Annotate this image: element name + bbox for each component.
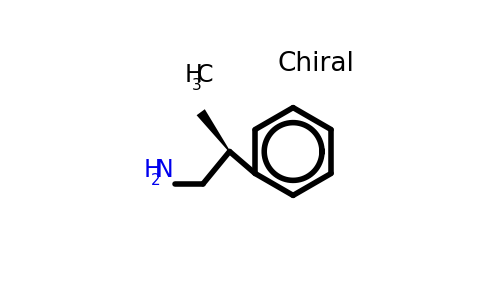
Text: H: H bbox=[184, 63, 202, 87]
Text: C: C bbox=[197, 63, 213, 87]
Text: 2: 2 bbox=[151, 173, 160, 188]
Text: N: N bbox=[156, 158, 174, 182]
Text: 3: 3 bbox=[192, 78, 201, 93]
Text: Chiral: Chiral bbox=[278, 51, 355, 77]
Text: H: H bbox=[144, 158, 162, 182]
Polygon shape bbox=[197, 109, 230, 152]
